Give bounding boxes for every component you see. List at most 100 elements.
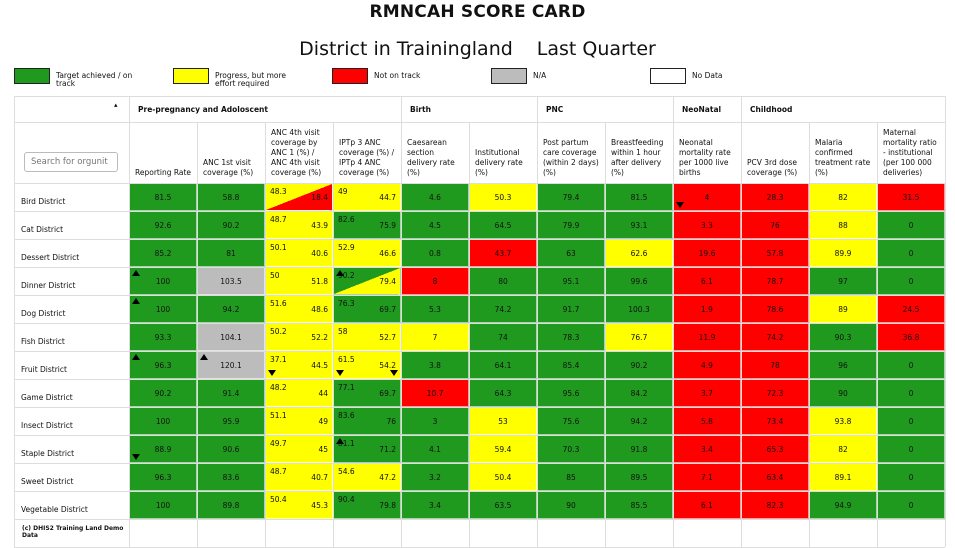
score-cell[interactable]: 50.3 (470, 184, 537, 211)
score-cell[interactable]: 78.3 (538, 324, 605, 351)
column-header[interactable]: PCV 3rd dose coverage (%) (747, 158, 798, 177)
score-cell[interactable]: 4.9 (674, 352, 741, 379)
column-header[interactable]: Breastfeeding within 1 hour after delive… (611, 138, 664, 177)
column-header[interactable]: Post partum care coverage (within 2 days… (543, 138, 599, 177)
score-cell[interactable]: 48.3 18.4 (266, 184, 333, 211)
row-label[interactable]: Bird District (21, 197, 66, 206)
score-cell[interactable]: 90.2 (130, 380, 197, 407)
score-cell[interactable]: 94.2 (606, 408, 673, 435)
score-cell[interactable]: 64.1 (470, 352, 537, 379)
score-cell[interactable]: 52.9 46.6 (334, 240, 401, 267)
score-cell[interactable]: 89 (810, 296, 877, 323)
score-cell[interactable]: 3.8 (402, 352, 469, 379)
score-cell[interactable]: 120.1 (198, 352, 265, 379)
score-cell[interactable]: 81.5 (130, 184, 197, 211)
score-cell[interactable]: 49.7 45 (266, 436, 333, 463)
score-cell[interactable]: 64.5 (470, 212, 537, 239)
column-header[interactable]: Reporting Rate (135, 168, 192, 177)
score-cell[interactable]: 94.2 (198, 296, 265, 323)
score-cell[interactable]: 91.7 (538, 296, 605, 323)
column-header[interactable]: ANC 4th visit coverage by ANC 1 (%) / AN… (271, 128, 322, 177)
score-cell[interactable]: 19.6 (674, 240, 741, 267)
score-cell[interactable]: 99.6 (606, 268, 673, 295)
score-cell[interactable]: 90.4 79.8 (334, 492, 401, 519)
score-cell[interactable]: 54.6 47.2 (334, 464, 401, 491)
score-cell[interactable]: 4.1 (402, 436, 469, 463)
column-header[interactable]: Neonatal mortality rate per 1000 live bi… (679, 138, 731, 177)
column-header[interactable]: Maternal mortality ratio - institutional… (883, 128, 937, 177)
score-cell[interactable]: 62.6 (606, 240, 673, 267)
score-cell[interactable]: 79.9 (538, 212, 605, 239)
column-header[interactable]: Malaria confirmed treatment rate (%) (815, 138, 871, 177)
score-cell[interactable]: 50 51.8 (266, 268, 333, 295)
score-cell[interactable]: 92.6 (130, 212, 197, 239)
score-cell[interactable]: 96.3 (130, 352, 197, 379)
score-cell[interactable]: 31.5 (878, 184, 945, 211)
score-cell[interactable]: 85 (538, 464, 605, 491)
score-cell[interactable]: 6.1 (674, 492, 741, 519)
score-cell[interactable]: 96.3 (130, 464, 197, 491)
row-label[interactable]: Fruit District (21, 365, 67, 374)
score-cell[interactable]: 73.4 (742, 408, 809, 435)
score-cell[interactable]: 8 (402, 268, 469, 295)
score-cell[interactable]: 91.8 (606, 436, 673, 463)
score-cell[interactable]: 50.4 (470, 464, 537, 491)
score-cell[interactable]: 91.4 (198, 380, 265, 407)
score-cell[interactable]: 88 (810, 212, 877, 239)
column-header[interactable]: Caesarean section delivery rate (%) (407, 138, 455, 177)
score-cell[interactable]: 0 (878, 212, 945, 239)
score-cell[interactable]: 58.8 (198, 184, 265, 211)
score-cell[interactable]: 50.2 52.2 (266, 324, 333, 351)
score-cell[interactable]: 78.7 (742, 268, 809, 295)
score-cell[interactable]: 63.4 (742, 464, 809, 491)
score-cell[interactable]: 74.2 (742, 324, 809, 351)
score-cell[interactable]: 100 (130, 268, 197, 295)
column-header[interactable]: Institutional delivery rate (%) (475, 148, 523, 177)
score-cell[interactable]: 100.3 (606, 296, 673, 323)
score-cell[interactable]: 95.1 (538, 268, 605, 295)
score-cell[interactable]: 5.3 (402, 296, 469, 323)
score-cell[interactable]: 53 (470, 408, 537, 435)
score-cell[interactable]: 3.4 (674, 436, 741, 463)
score-cell[interactable]: 88.9 (130, 436, 197, 463)
score-cell[interactable]: 59.4 (470, 436, 537, 463)
score-cell[interactable]: 0 (878, 408, 945, 435)
score-cell[interactable]: 4.5 (402, 212, 469, 239)
score-cell[interactable]: 90.3 (810, 324, 877, 351)
score-cell[interactable]: 95.9 (198, 408, 265, 435)
score-cell[interactable]: 74 (470, 324, 537, 351)
score-cell[interactable]: 7.1 (674, 464, 741, 491)
score-cell[interactable]: 6.1 (674, 268, 741, 295)
score-cell[interactable]: 48.7 40.7 (266, 464, 333, 491)
score-cell[interactable]: 3.4 (402, 492, 469, 519)
score-cell[interactable]: 85.5 (606, 492, 673, 519)
score-cell[interactable]: 50.4 45.3 (266, 492, 333, 519)
score-cell[interactable]: 90.2 79.4 (334, 268, 401, 295)
score-cell[interactable]: 84.2 (606, 380, 673, 407)
score-cell[interactable]: 58 52.7 (334, 324, 401, 351)
row-label[interactable]: Staple District (21, 449, 75, 458)
score-cell[interactable]: 100 (130, 492, 197, 519)
score-cell[interactable]: 10.7 (402, 380, 469, 407)
score-cell[interactable]: 11.9 (674, 324, 741, 351)
score-cell[interactable]: 24.5 (878, 296, 945, 323)
score-cell[interactable]: 82.3 (742, 492, 809, 519)
score-cell[interactable]: 76 (742, 212, 809, 239)
score-cell[interactable]: 79.4 (538, 184, 605, 211)
score-cell[interactable]: 78.6 (742, 296, 809, 323)
score-cell[interactable]: 0 (878, 464, 945, 491)
score-cell[interactable]: 7 (402, 324, 469, 351)
score-cell[interactable]: 76.7 (606, 324, 673, 351)
score-cell[interactable]: 61.5 54.2 (334, 352, 401, 379)
score-cell[interactable]: 3.7 (674, 380, 741, 407)
score-cell[interactable]: 81 (198, 240, 265, 267)
score-cell[interactable]: 89.8 (198, 492, 265, 519)
score-cell[interactable]: 0 (878, 436, 945, 463)
score-cell[interactable]: 97 (810, 268, 877, 295)
row-label[interactable]: Dog District (21, 309, 66, 318)
score-cell[interactable]: 93.3 (130, 324, 197, 351)
sort-icon[interactable]: ▴ (114, 101, 118, 109)
score-cell[interactable]: 74.2 (470, 296, 537, 323)
score-cell[interactable]: 37.1 44.5 (266, 352, 333, 379)
score-cell[interactable]: 85.4 (538, 352, 605, 379)
